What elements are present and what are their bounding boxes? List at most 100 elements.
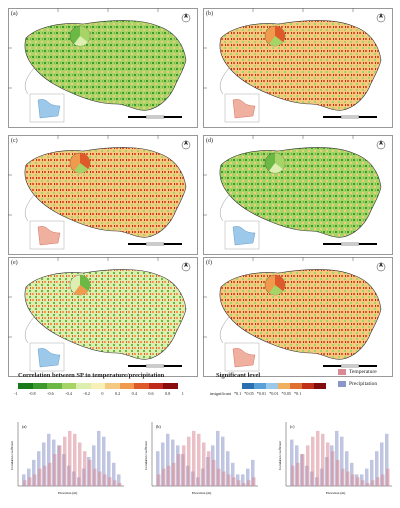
- histogram-bar-temperature: [167, 465, 171, 486]
- colorbar-ticks: -1 -0.8 -0.6 -0.4 -0.2 0 0.2 0.4 0.6 0.8 1: [14, 391, 184, 399]
- colorbar-swatch: [119, 383, 135, 389]
- histogram-c-plot: (c) Elevation (m) Correlation coefficient: [278, 422, 392, 495]
- histogram-bar-precipitation: [117, 474, 121, 486]
- histogram-bar-temperature: [33, 474, 37, 486]
- histogram-bar-precipitation: [226, 451, 230, 486]
- map-f: [203, 257, 393, 377]
- histogram-bar-precipitation: [92, 445, 96, 486]
- histogram-bar-precipitation: [171, 439, 175, 486]
- histogram-bar-precipitation: [231, 462, 235, 486]
- histogram-bar-precipitation: [380, 442, 384, 486]
- significance-swatch: [278, 383, 290, 389]
- legend-temperature: Temperature: [338, 369, 377, 375]
- colorbar-tick: -0.8: [28, 391, 36, 396]
- histogram-bar-temperature: [212, 459, 216, 486]
- histogram-bar-temperature: [242, 483, 246, 486]
- histogram-bar-temperature: [83, 451, 87, 486]
- histogram-bar-precipitation: [32, 459, 36, 486]
- colorbar-tick: 0.4: [131, 391, 137, 396]
- histogram-bar-precipitation: [241, 474, 245, 486]
- significance-swatch: [254, 383, 266, 389]
- significance-label: *0.1: [293, 391, 302, 396]
- histogram-bar-temperature: [103, 474, 107, 486]
- histogram-bar-temperature: [113, 480, 117, 486]
- colorbar-tick: -0.4: [65, 391, 72, 396]
- histogram-bar-precipitation: [251, 459, 255, 486]
- map-a: [8, 8, 198, 128]
- histogram-c: (c) Elevation (m) Correlation coefficient: [276, 418, 394, 496]
- histogram-bar-precipitation: [42, 442, 46, 486]
- histogram-bar-precipitation: [97, 430, 101, 486]
- histogram-b-plot: (b) Elevation (m) Correlation coefficient: [144, 422, 258, 495]
- panel-label-c: (c): [11, 138, 18, 144]
- histogram-bar-temperature: [376, 477, 380, 486]
- significance-label: *0.01: [269, 391, 279, 396]
- histogram-bar-temperature: [93, 468, 97, 486]
- histogram-bar-temperature: [291, 465, 295, 486]
- panel-label-a: (a): [11, 11, 18, 17]
- histogram-bar-temperature: [118, 483, 122, 486]
- colorbar-tick: 0.6: [148, 391, 154, 396]
- histogram-bar-precipitation: [236, 474, 240, 486]
- histogram-bar-temperature: [172, 462, 176, 486]
- colorbar-swatch: [61, 383, 77, 389]
- significance-swatch: [290, 383, 302, 389]
- colorbar-swatch: [90, 383, 106, 389]
- colorbar: [18, 383, 179, 389]
- histogram-label: (a): [22, 424, 27, 429]
- histogram-bar-precipitation: [22, 474, 26, 486]
- histogram-bar-temperature: [341, 468, 345, 486]
- histogram-a-plot: (a) Elevation (m) Correlation coefficient: [10, 422, 124, 495]
- histogram-bar-temperature: [217, 468, 221, 486]
- histogram-bar-temperature: [301, 454, 305, 486]
- histogram-bar-precipitation: [27, 468, 31, 486]
- histogram-bar-temperature: [38, 468, 42, 486]
- histogram-bar-temperature: [331, 451, 335, 486]
- histogram-bar-precipitation: [360, 474, 364, 486]
- histogram-bar-temperature: [187, 436, 191, 486]
- histogram-bar-temperature: [48, 462, 52, 486]
- histogram-bar-precipitation: [335, 430, 339, 486]
- histogram-bar-temperature: [247, 480, 251, 486]
- histogram-bar-temperature: [23, 480, 27, 486]
- histogram-bar-temperature: [227, 474, 231, 486]
- map-b: [203, 8, 393, 128]
- histogram-bar-precipitation: [47, 433, 51, 486]
- histogram-bar-temperature: [366, 483, 370, 486]
- histogram-bar-precipitation: [112, 462, 116, 486]
- significance-title: Significant level: [216, 372, 261, 379]
- histogram-bar-precipitation: [216, 430, 220, 486]
- histogram-bar-temperature: [177, 454, 181, 486]
- histogram-bar-temperature: [361, 480, 365, 486]
- histogram-bar-temperature: [306, 445, 310, 486]
- histogram-bar-precipitation: [385, 433, 389, 486]
- histogram-bar-temperature: [346, 471, 350, 486]
- histogram-bar-temperature: [252, 477, 256, 486]
- histogram-ylabel: Correlation coefficient: [144, 441, 148, 470]
- significance-label: *0.05: [244, 391, 254, 396]
- histogram-b: (b) Elevation (m) Correlation coefficient: [142, 418, 260, 496]
- histogram-bar-temperature: [351, 474, 355, 486]
- temperature-swatch: [338, 369, 346, 375]
- histogram-bar-temperature: [53, 454, 57, 486]
- significance-swatches: [242, 383, 326, 389]
- significance-label: *0.05: [281, 391, 291, 396]
- map-panel-c: (c): [8, 135, 198, 255]
- histogram-bar-temperature: [202, 442, 206, 486]
- histogram-bar-temperature: [237, 480, 241, 486]
- histogram-bar-precipitation: [370, 459, 374, 486]
- colorbar-tick: -1: [14, 391, 18, 396]
- significance-labels: insignificant *0.1 *0.05 *0.01 *0.01 *0.05 *0.…: [210, 391, 301, 396]
- map-c: [8, 135, 198, 255]
- histogram-bar-temperature: [326, 442, 330, 486]
- colorbar-swatch: [76, 383, 91, 389]
- histogram-bar-temperature: [98, 471, 102, 486]
- panel-label-e: (e): [11, 260, 18, 266]
- histogram-bar-precipitation: [161, 442, 165, 486]
- histogram-xlabel: Elevation (m): [58, 491, 78, 495]
- significance-label: insignificant: [210, 391, 231, 396]
- precipitation-label: Precipitation: [349, 381, 378, 387]
- map-panel-f: (f): [203, 257, 393, 377]
- histogram-bar-temperature: [311, 436, 315, 486]
- histogram-bar-temperature: [356, 477, 360, 486]
